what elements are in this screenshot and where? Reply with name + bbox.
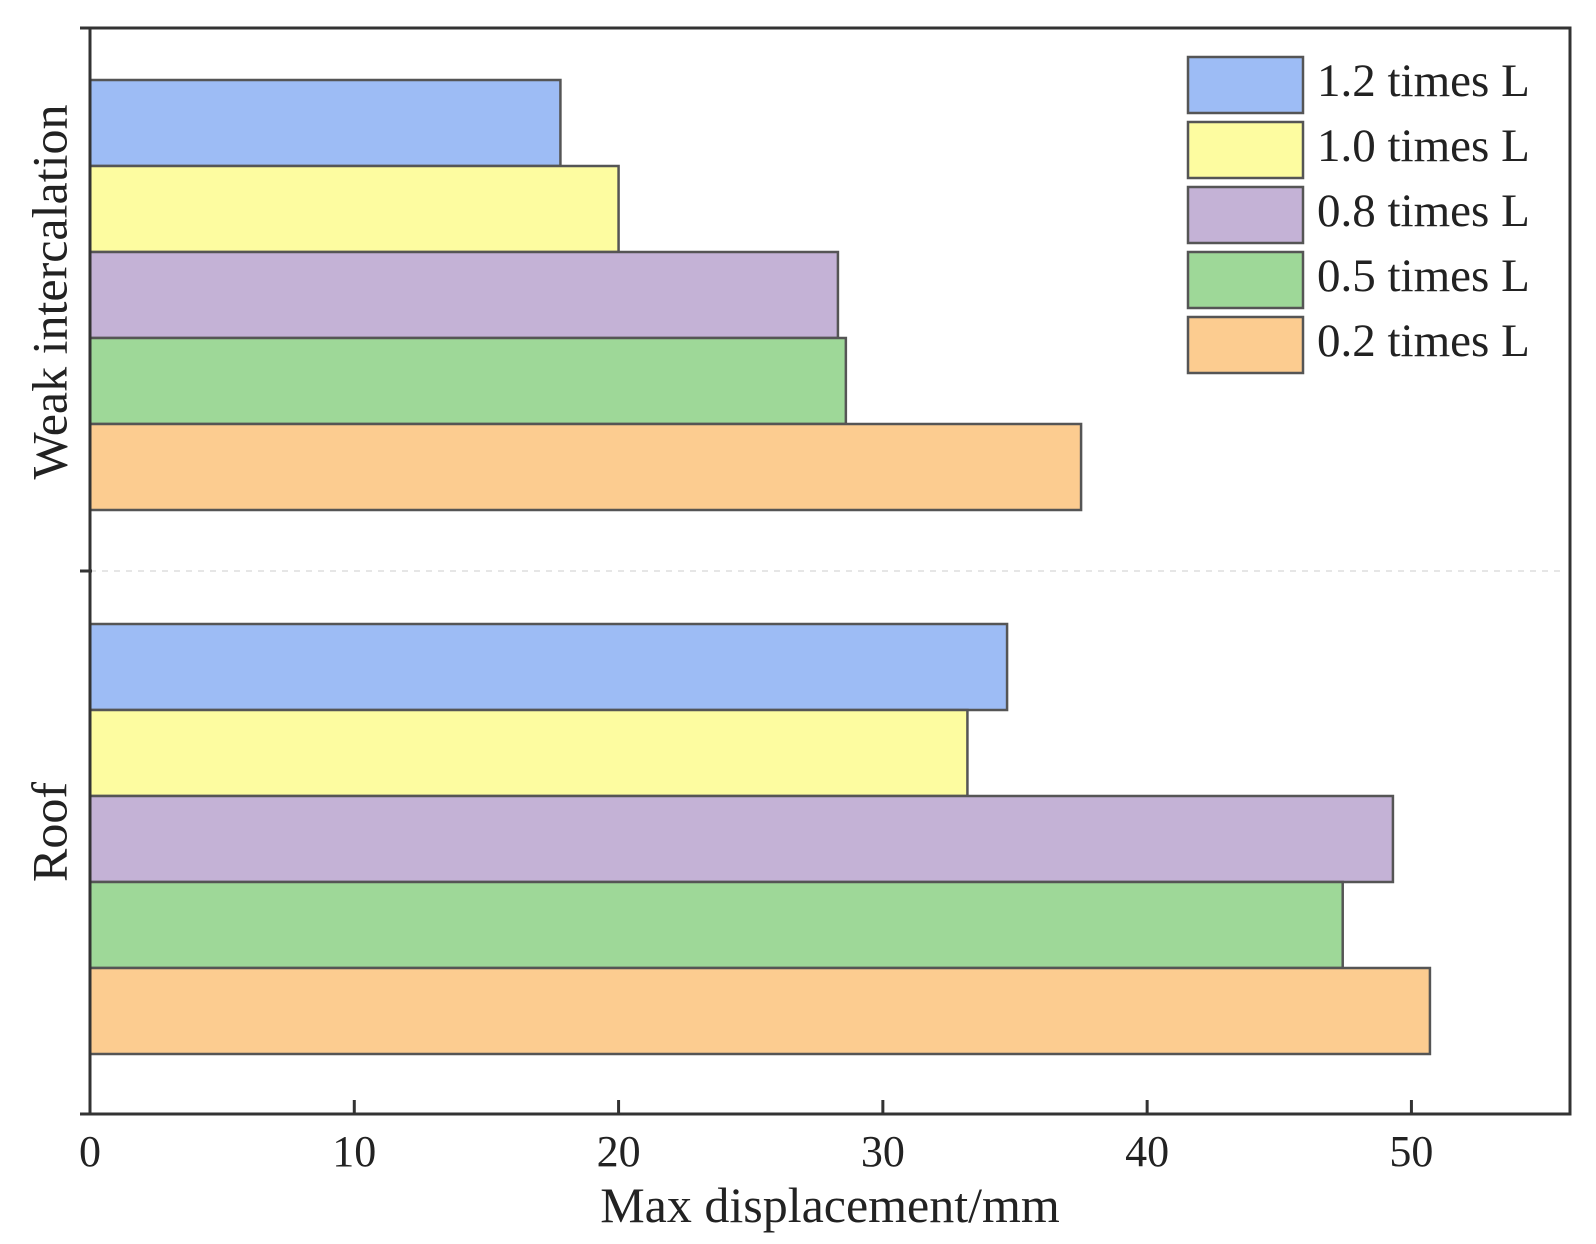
bar-roof-1-2-times-l <box>88 622 1009 712</box>
legend-swatch <box>1186 55 1305 115</box>
legend-swatch <box>1186 315 1305 375</box>
category-labels: Weak intercalation Roof <box>21 105 77 882</box>
legend-label: 1.0 times L <box>1317 120 1530 172</box>
legend-swatch <box>1186 120 1305 180</box>
x-tick-label: 0 <box>79 1127 101 1176</box>
bar-roof-0-2-times-l <box>88 966 1432 1056</box>
x-tick-label: 20 <box>597 1127 641 1176</box>
bar-roof-1-0-times-l <box>88 708 969 798</box>
axis-ticks: 0 10 20 30 40 50 <box>79 26 1433 1176</box>
x-tick-label: 30 <box>861 1127 905 1176</box>
legend-label: 0.5 times L <box>1317 250 1530 302</box>
legend-swatch <box>1186 185 1305 245</box>
x-axis-title: Max displacement/mm <box>600 1177 1060 1233</box>
legend-label: 0.2 times L <box>1317 315 1530 367</box>
legend-label: 0.8 times L <box>1317 185 1530 237</box>
x-tick-label: 50 <box>1389 1127 1433 1176</box>
category-label-weak-intercalation: Weak intercalation <box>21 105 77 480</box>
x-tick-label: 40 <box>1125 1127 1169 1176</box>
bar-roof-0-8-times-l <box>88 794 1395 884</box>
legend-label: 1.2 times L <box>1317 55 1530 107</box>
category-label-roof: Roof <box>21 782 77 882</box>
bar-weak-intercalation-0-8-times-l <box>88 250 840 340</box>
bar-weak-intercalation-0-5-times-l <box>88 336 848 426</box>
x-tick-label: 10 <box>332 1127 376 1176</box>
bars-layer <box>88 78 1432 1056</box>
bar-weak-intercalation-0-2-times-l <box>88 422 1083 512</box>
bar-weak-intercalation-1-0-times-l <box>88 164 620 254</box>
bar-roof-0-5-times-l <box>88 880 1344 970</box>
legend: 1.2 times L 1.0 times L 0.8 times L 0.5 tim… <box>1186 55 1530 375</box>
bar-weak-intercalation-1-2-times-l <box>88 78 562 168</box>
legend-swatch <box>1186 250 1305 310</box>
